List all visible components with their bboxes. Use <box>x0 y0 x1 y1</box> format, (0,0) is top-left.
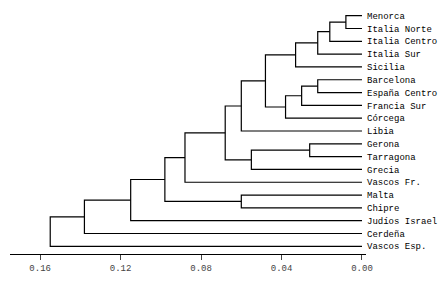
svg-text:Libia: Libia <box>367 127 395 137</box>
svg-text:Judíos Israel: Judíos Israel <box>367 217 437 227</box>
svg-text:Gerona: Gerona <box>367 140 400 150</box>
svg-text:0.12: 0.12 <box>110 264 132 274</box>
svg-text:0.16: 0.16 <box>29 264 51 274</box>
svg-text:Vascos Esp.: Vascos Esp. <box>367 242 426 252</box>
svg-text:Malta: Malta <box>367 191 395 201</box>
svg-text:Cerdeña: Cerdeña <box>367 230 405 240</box>
svg-text:Grecia: Grecia <box>367 166 400 176</box>
svg-text:Italia Norte: Italia Norte <box>367 25 432 35</box>
svg-text:Menorca: Menorca <box>367 12 405 22</box>
svg-text:Chipre: Chipre <box>367 204 399 214</box>
svg-text:España Centro: España Centro <box>367 89 437 99</box>
svg-text:0.00: 0.00 <box>351 264 373 274</box>
svg-text:Sicilia: Sicilia <box>367 63 405 73</box>
svg-text:Vascos Fr.: Vascos Fr. <box>367 178 421 188</box>
svg-text:Francia Sur: Francia Sur <box>367 102 426 112</box>
svg-text:Barcelona: Barcelona <box>367 76 416 86</box>
svg-text:0.08: 0.08 <box>190 264 212 274</box>
svg-text:Italia Centro: Italia Centro <box>367 37 437 47</box>
svg-text:Córcega: Córcega <box>367 114 405 124</box>
svg-text:0.04: 0.04 <box>271 264 293 274</box>
svg-text:Tarragona: Tarragona <box>367 153 416 163</box>
svg-text:Italia Sur: Italia Sur <box>367 50 421 60</box>
